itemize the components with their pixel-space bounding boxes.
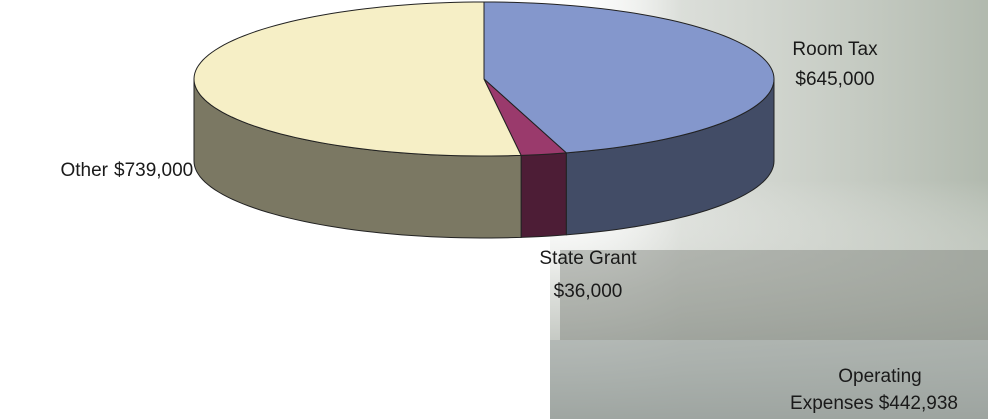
slice-value-label: $739,000	[114, 160, 193, 181]
annotation: Operating	[838, 366, 921, 387]
slice-label: Other	[60, 160, 108, 181]
slice-value-label: $36,000	[554, 281, 623, 302]
pie	[193, 1, 775, 239]
slice	[193, 1, 522, 157]
slice	[483, 1, 775, 154]
slice	[483, 78, 568, 156]
photo-crowd	[560, 250, 988, 340]
annotation: Expenses $442,938	[790, 393, 958, 414]
slice-label: Room Tax	[792, 39, 878, 60]
photo-water	[550, 340, 988, 419]
slice-label: State Grant	[539, 248, 637, 269]
slice-side	[520, 152, 567, 238]
slice-value-label: $645,000	[795, 69, 874, 90]
